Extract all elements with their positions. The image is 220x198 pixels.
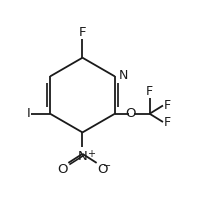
Text: I: I <box>27 107 31 120</box>
Text: F: F <box>79 26 86 39</box>
Text: N: N <box>78 149 87 163</box>
Text: F: F <box>164 99 171 112</box>
Text: −: − <box>103 161 111 171</box>
Text: O: O <box>57 164 67 176</box>
Text: F: F <box>164 115 171 129</box>
Text: F: F <box>146 85 153 98</box>
Text: O: O <box>126 107 136 120</box>
Text: O: O <box>98 164 108 176</box>
Text: N: N <box>118 69 128 82</box>
Text: +: + <box>87 149 95 159</box>
